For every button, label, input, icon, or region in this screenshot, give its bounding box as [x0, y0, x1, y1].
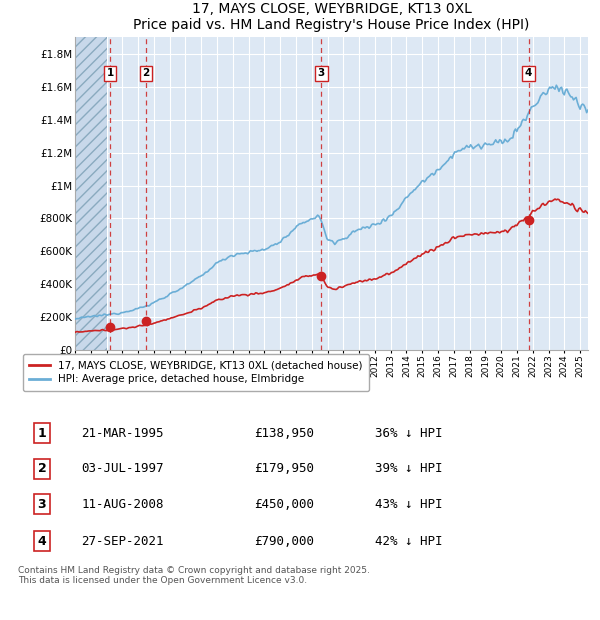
Text: 21-MAR-1995: 21-MAR-1995: [81, 427, 164, 440]
Text: £179,950: £179,950: [254, 463, 314, 476]
Text: 42% ↓ HPI: 42% ↓ HPI: [375, 534, 442, 547]
Text: 2: 2: [142, 68, 149, 79]
Legend: 17, MAYS CLOSE, WEYBRIDGE, KT13 0XL (detached house), HPI: Average price, detach: 17, MAYS CLOSE, WEYBRIDGE, KT13 0XL (det…: [23, 354, 369, 391]
Text: 39% ↓ HPI: 39% ↓ HPI: [375, 463, 442, 476]
Text: £138,950: £138,950: [254, 427, 314, 440]
Text: 1: 1: [38, 427, 46, 440]
Text: 11-AUG-2008: 11-AUG-2008: [81, 498, 164, 511]
Title: 17, MAYS CLOSE, WEYBRIDGE, KT13 0XL
Price paid vs. HM Land Registry's House Pric: 17, MAYS CLOSE, WEYBRIDGE, KT13 0XL Pric…: [133, 2, 530, 32]
Text: £790,000: £790,000: [254, 534, 314, 547]
Text: 27-SEP-2021: 27-SEP-2021: [81, 534, 164, 547]
Bar: [75, 37, 107, 350]
Text: 43% ↓ HPI: 43% ↓ HPI: [375, 498, 442, 511]
Text: 3: 3: [38, 498, 46, 511]
Text: 3: 3: [318, 68, 325, 79]
Text: 4: 4: [525, 68, 532, 79]
Text: 2: 2: [38, 463, 46, 476]
Text: 1: 1: [106, 68, 113, 79]
Text: 03-JUL-1997: 03-JUL-1997: [81, 463, 164, 476]
Text: 4: 4: [38, 534, 46, 547]
Text: 36% ↓ HPI: 36% ↓ HPI: [375, 427, 442, 440]
Text: Contains HM Land Registry data © Crown copyright and database right 2025.
This d: Contains HM Land Registry data © Crown c…: [18, 565, 370, 585]
Text: £450,000: £450,000: [254, 498, 314, 511]
